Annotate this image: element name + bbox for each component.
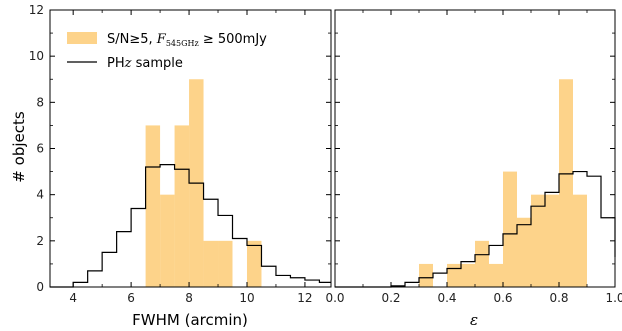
eps-step-line (335, 170, 616, 288)
eps-bar-2 (447, 263, 461, 287)
fwhm-ytick-label-6: 12 (29, 3, 44, 17)
legend-swatch-filled (67, 32, 97, 44)
fwhm-histogram-panel: 0 2 4 6 8 10 12 4 6 8 10 12 (29, 3, 332, 305)
eps-bar-5 (489, 263, 503, 287)
eps-bar-6 (503, 171, 517, 287)
fwhm-xtick-label-0: 4 (69, 291, 77, 305)
eps-bar-8 (531, 194, 545, 287)
fwhm-ytick-label-3: 6 (36, 142, 44, 156)
eps-xtick-label-5: 1.0 (605, 291, 622, 305)
fwhm-step-line (50, 164, 331, 288)
fwhm-ytick-label-2: 4 (36, 188, 44, 202)
eps-xtick-label-1: 0.2 (381, 291, 400, 305)
fwhm-ytick-label-1: 2 (36, 234, 44, 248)
fwhm-bar-5 (218, 240, 233, 287)
eps-xtick-label-3: 0.6 (493, 291, 512, 305)
fwhm-bar-4 (203, 240, 219, 287)
legend: S/N≥5, F545GHz ≥ 500mJy PHz sample (67, 32, 267, 71)
eps-bar-0 (419, 263, 433, 287)
eps-xtick-label-2: 0.4 (437, 291, 456, 305)
eps-bar-9 (545, 194, 559, 287)
fwhm-xtick-label-2: 8 (185, 291, 193, 305)
fwhm-ytick-label-4: 8 (36, 95, 44, 109)
ellipticity-histogram-panel: 0.0 0.2 0.4 0.6 0.8 1.0 (325, 9, 622, 305)
eps-bar-10 (559, 79, 573, 287)
eps-bar-3 (461, 263, 475, 287)
y-axis-title: # objects (10, 111, 28, 183)
fwhm-bar-1 (160, 194, 175, 287)
fwhm-bar-2 (174, 125, 190, 288)
eps-xtick-label-4: 0.8 (549, 291, 568, 305)
eps-bar-7 (517, 217, 531, 287)
fwhm-ytick-label-5: 10 (29, 49, 44, 63)
fwhm-ytick-label-0: 0 (36, 280, 44, 294)
fwhm-xtick-label-1: 6 (127, 291, 135, 305)
eps-bar-4 (475, 240, 489, 287)
fwhm-bar-7 (246, 240, 262, 287)
legend-entry-snr: S/N≥5, F545GHz ≥ 500mJy (107, 32, 267, 48)
fwhm-xtick-label-3: 10 (239, 291, 254, 305)
eps-xtick-label-0: 0.0 (325, 291, 344, 305)
x-axis-title-fwhm: FWHM (arcmin) (132, 311, 248, 329)
legend-entry-phz: PHz sample (107, 56, 183, 71)
x-axis-title-epsilon: ε (470, 311, 478, 329)
fwhm-bar-0 (145, 125, 161, 288)
fwhm-xtick-label-4: 12 (297, 291, 312, 305)
eps-bar-11 (573, 194, 587, 287)
